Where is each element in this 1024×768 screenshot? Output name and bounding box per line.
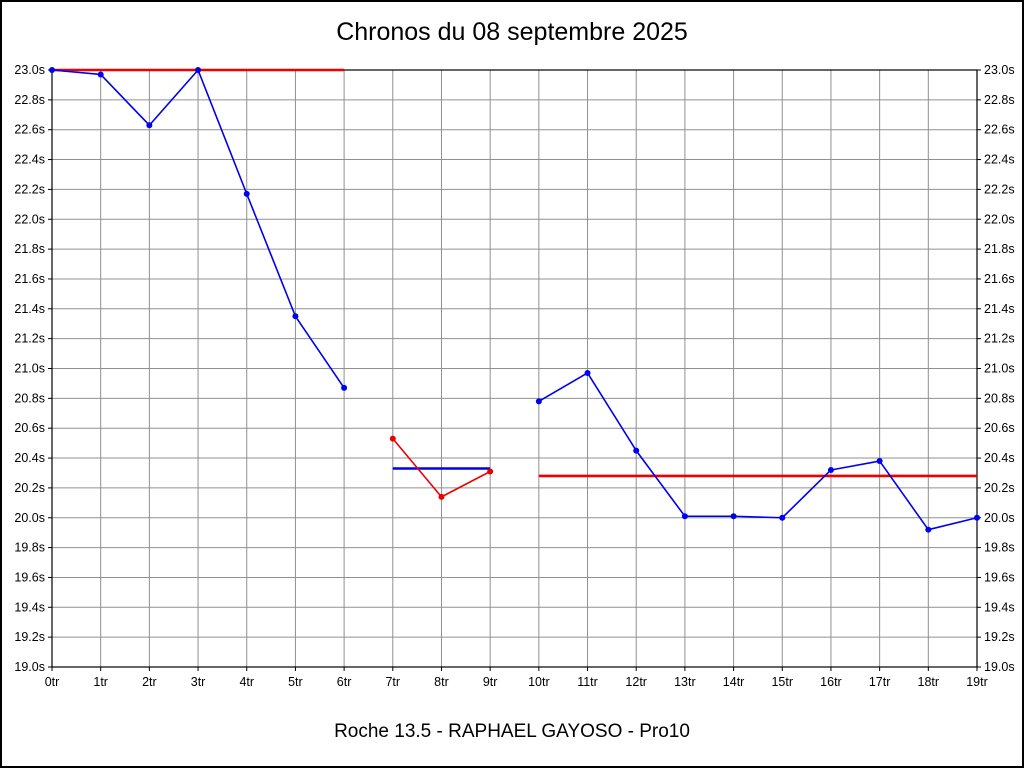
x-axis-label: 1tr	[93, 675, 108, 689]
y-axis-label-left: 21.0s	[14, 362, 45, 376]
x-axis-label: 17tr	[869, 675, 891, 689]
y-axis-label-left: 22.6s	[14, 123, 45, 137]
y-axis-label-right: 20.4s	[984, 451, 1015, 465]
y-axis-label-right: 19.4s	[984, 600, 1015, 614]
data-point-segment2-red-laps	[438, 493, 445, 500]
y-axis-label-left: 19.4s	[14, 600, 45, 614]
y-axis-label-right: 19.8s	[984, 541, 1015, 555]
x-axis-label: 11tr	[577, 675, 598, 689]
y-axis-label-left: 20.0s	[14, 511, 45, 525]
data-point-segment3-blue-laps	[925, 526, 932, 533]
x-axis-label: 13tr	[674, 675, 696, 689]
data-point-segment1-blue-laps	[146, 122, 153, 129]
x-axis-label: 7tr	[385, 675, 400, 689]
y-axis-label-right: 21.2s	[984, 332, 1015, 346]
x-axis-label: 8tr	[434, 675, 449, 689]
y-axis-label-left: 20.6s	[14, 421, 45, 435]
y-axis-label-right: 19.6s	[984, 570, 1015, 584]
x-axis-label: 15tr	[771, 675, 793, 689]
data-point-segment1-blue-laps	[292, 313, 299, 320]
x-axis-label: 12tr	[625, 675, 647, 689]
data-point-segment3-blue-laps	[535, 398, 542, 405]
y-axis-label-left: 22.2s	[14, 182, 45, 196]
y-axis-label-right: 20.8s	[984, 391, 1015, 405]
data-point-segment1-blue-laps	[49, 67, 55, 73]
y-axis-label-right: 21.4s	[984, 302, 1015, 316]
data-point-segment3-blue-laps	[584, 369, 591, 376]
data-point-segment2-red-laps	[389, 435, 396, 442]
data-point-segment3-blue-laps	[633, 447, 640, 454]
y-axis-label-left: 23.0s	[14, 63, 45, 77]
y-axis-label-right: 23.0s	[984, 63, 1015, 77]
y-axis-label-right: 20.2s	[984, 481, 1015, 495]
x-axis-label: 2tr	[142, 675, 157, 689]
plot-border	[51, 69, 978, 668]
y-axis-label-right: 22.0s	[984, 212, 1015, 226]
x-axis-label: 9tr	[483, 675, 498, 689]
y-axis-label-left: 22.4s	[14, 153, 45, 167]
y-axis-label-left: 21.2s	[14, 332, 45, 346]
y-axis-label-right: 22.6s	[984, 123, 1015, 137]
y-axis-label-left: 22.8s	[14, 93, 45, 107]
y-axis-label-left: 20.2s	[14, 481, 45, 495]
data-point-segment3-blue-laps	[876, 458, 883, 465]
x-axis-label: 18tr	[918, 675, 940, 689]
x-axis-label: 10tr	[528, 675, 550, 689]
y-axis-label-left: 21.8s	[14, 242, 45, 256]
x-axis-label: 6tr	[337, 675, 352, 689]
y-axis-label-right: 21.8s	[984, 242, 1015, 256]
data-point-segment3-blue-laps	[681, 513, 688, 520]
data-point-segment1-blue-laps	[341, 384, 348, 391]
x-axis-label: 14tr	[723, 675, 745, 689]
chart-footer: Roche 13.5 - RAPHAEL GAYOSO - Pro10	[334, 721, 690, 742]
y-axis-label-left: 19.2s	[14, 630, 45, 644]
y-axis-label-right: 19.2s	[984, 630, 1015, 644]
y-axis-label-left: 19.0s	[14, 660, 45, 674]
data-point-segment3-blue-laps	[779, 514, 786, 521]
y-axis-label-left: 19.8s	[14, 541, 45, 555]
y-axis-label-left: 19.6s	[14, 570, 45, 584]
y-axis-label-left: 20.8s	[14, 391, 45, 405]
data-point-segment1-blue-laps	[195, 67, 202, 73]
y-axis-label-right: 22.4s	[984, 153, 1015, 167]
y-axis-label-right: 22.8s	[984, 93, 1015, 107]
series-line-segment3-blue-laps	[538, 372, 978, 531]
x-axis-label: 0tr	[45, 675, 60, 689]
x-axis-label: 4tr	[239, 675, 254, 689]
data-point-segment2-red-laps	[487, 468, 494, 475]
y-axis-label-left: 20.4s	[14, 451, 45, 465]
y-axis-label-right: 21.0s	[984, 362, 1015, 376]
data-point-segment3-blue-laps	[730, 513, 737, 520]
data-point-segment1-blue-laps	[243, 190, 250, 197]
x-axis-label: 5tr	[288, 675, 303, 689]
x-axis-label: 3tr	[191, 675, 206, 689]
y-axis-label-right: 22.2s	[984, 182, 1015, 196]
data-point-segment1-blue-laps	[97, 71, 104, 78]
y-axis-label-left: 21.6s	[14, 272, 45, 286]
data-point-segment3-blue-laps	[827, 466, 834, 473]
y-axis-label-right: 20.0s	[984, 511, 1015, 525]
data-point-segment3-blue-laps	[974, 514, 980, 521]
y-axis-label-right: 19.0s	[984, 660, 1015, 674]
y-axis-label-right: 21.6s	[984, 272, 1015, 286]
x-axis-label: 19tr	[966, 675, 988, 689]
y-axis-label-left: 22.0s	[14, 212, 45, 226]
x-axis-label: 16tr	[820, 675, 842, 689]
y-axis-label-right: 20.6s	[984, 421, 1015, 435]
y-axis-label-left: 21.4s	[14, 302, 45, 316]
chart-title: Chronos du 08 septembre 2025	[336, 18, 688, 46]
